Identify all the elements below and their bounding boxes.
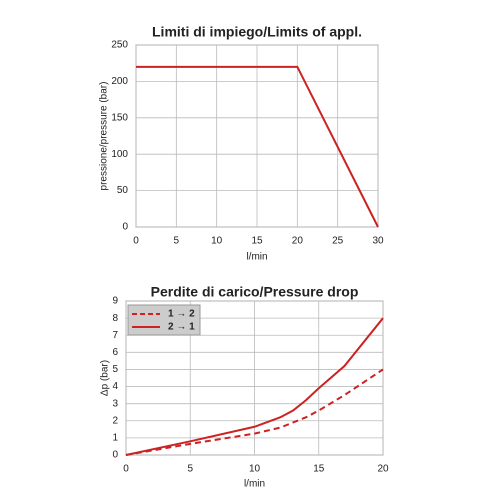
x-tick-label: 15 (251, 236, 263, 247)
y-tick-label: 2 (112, 415, 118, 426)
y-tick-label: 1 (112, 433, 118, 444)
x-tick-label: 10 (211, 236, 223, 247)
x-tick-label: 5 (174, 236, 180, 247)
y-tick-label: 7 (112, 330, 118, 341)
y-tick-label: 100 (111, 149, 128, 160)
y-tick-label: 150 (111, 112, 128, 123)
x-tick-label: 20 (377, 464, 389, 475)
y-tick-label: 0 (112, 450, 118, 461)
legend-label: 1 → 2 (168, 309, 195, 320)
x-tick-label: 20 (292, 236, 304, 247)
legend: 1 → 2 2 → 1 (127, 304, 201, 336)
y-axis-label: pressione/pressure (bar) (99, 82, 110, 191)
y-tick-label: 50 (117, 185, 129, 196)
x-tick-label: 0 (133, 236, 139, 247)
x-tick-label: 0 (123, 464, 129, 475)
y-tick-label: 200 (111, 76, 128, 87)
data-line (136, 65, 379, 228)
legend-box (127, 304, 201, 336)
chart-title: Limiti di impiego/Limits of appl. (152, 24, 362, 40)
x-tick-label: 15 (313, 464, 325, 475)
y-tick-label: 5 (112, 364, 118, 375)
y-tick-label: 4 (112, 381, 118, 392)
y-tick-label: 8 (112, 313, 118, 324)
x-tick-label: 25 (332, 236, 344, 247)
y-tick-label: 6 (112, 347, 118, 358)
y-axis-label: Δp (bar) (100, 360, 111, 396)
x-axis-label: l/min (246, 252, 267, 263)
data-line (125, 317, 384, 456)
x-tick-label: 30 (372, 236, 384, 247)
data-line (125, 368, 384, 456)
y-tick-label: 0 (122, 222, 128, 233)
legend-label: 2 → 1 (168, 322, 195, 333)
y-tick-label: 250 (111, 40, 128, 51)
y-tick-label: 3 (112, 398, 118, 409)
chart-title: Perdite di carico/Pressure drop (151, 284, 359, 300)
y-tick-label: 9 (112, 296, 118, 307)
x-tick-label: 5 (187, 464, 193, 475)
x-axis-label: l/min (244, 479, 265, 490)
x-tick-label: 10 (249, 464, 261, 475)
